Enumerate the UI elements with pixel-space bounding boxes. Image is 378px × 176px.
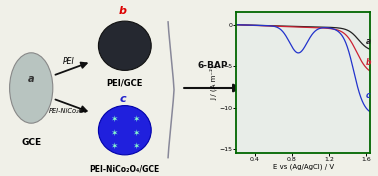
Ellipse shape	[9, 53, 53, 123]
Ellipse shape	[98, 21, 151, 70]
Text: ✶: ✶	[110, 115, 118, 124]
Text: ✶: ✶	[110, 142, 118, 151]
X-axis label: E vs (Ag/AgCl) / V: E vs (Ag/AgCl) / V	[273, 164, 334, 170]
Text: PEI/GCE: PEI/GCE	[107, 78, 143, 87]
Text: 6-BAP: 6-BAP	[198, 61, 228, 70]
Text: PEI-NiCo₂O₄: PEI-NiCo₂O₄	[49, 108, 88, 114]
Text: b: b	[366, 58, 371, 67]
Text: ✶: ✶	[132, 115, 139, 124]
Text: ✶: ✶	[132, 142, 139, 151]
Text: ✶: ✶	[110, 129, 118, 138]
Text: ✶: ✶	[132, 129, 139, 138]
Y-axis label: J / (A m⁻²): J / (A m⁻²)	[210, 65, 218, 100]
Text: PEI: PEI	[62, 57, 74, 66]
Text: c: c	[119, 94, 126, 103]
Text: c: c	[366, 91, 370, 100]
Ellipse shape	[98, 106, 151, 155]
Text: PEI-NiCo₂O₄/GCE: PEI-NiCo₂O₄/GCE	[90, 164, 160, 174]
Text: b: b	[118, 6, 126, 15]
Text: a: a	[366, 37, 371, 46]
Text: GCE: GCE	[21, 138, 41, 147]
Text: a: a	[28, 74, 34, 84]
